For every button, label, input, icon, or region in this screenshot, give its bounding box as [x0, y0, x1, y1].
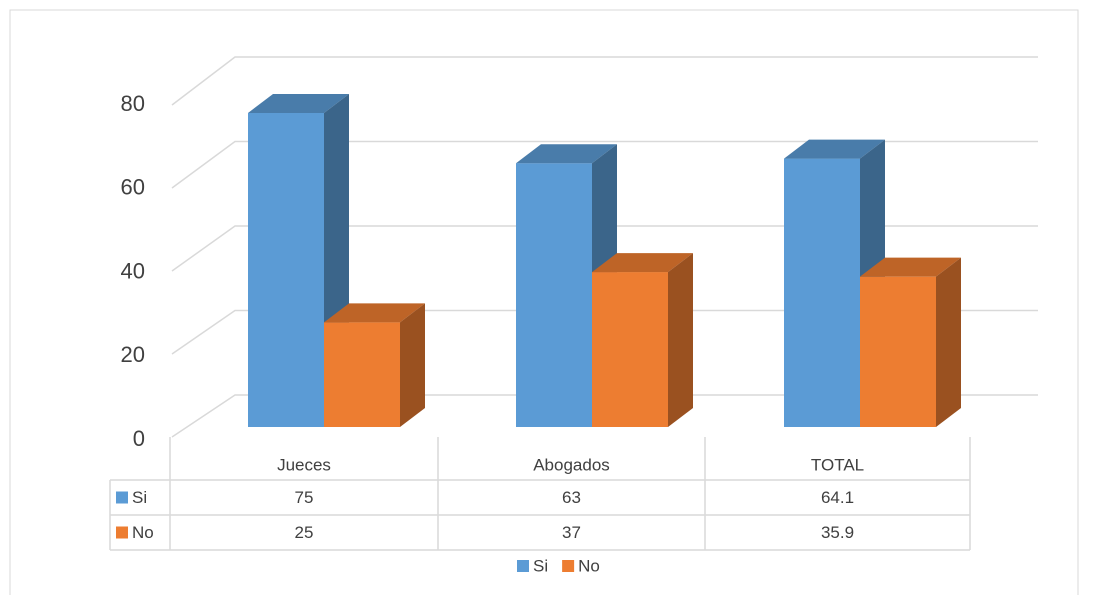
- bar-top: [324, 303, 425, 323]
- legend-label: No: [578, 556, 600, 575]
- bar-side: [668, 253, 693, 427]
- legend-key: [517, 560, 529, 572]
- table-cell: 35.9: [821, 523, 854, 542]
- x-tick-label: Abogados: [533, 455, 610, 474]
- y-tick-label: 40: [121, 258, 145, 283]
- y-tick-label: 80: [121, 91, 145, 116]
- grid-line: [171, 309, 1038, 355]
- table-cell: 25: [295, 523, 314, 542]
- grid-line: [171, 56, 1038, 106]
- bar-top: [860, 257, 961, 277]
- bar-side: [400, 303, 425, 427]
- legend-key: [116, 491, 128, 504]
- x-tick-label: Jueces: [277, 455, 331, 474]
- legend-key: [116, 526, 128, 539]
- bar-top: [248, 93, 349, 113]
- bar: [860, 257, 961, 427]
- bar: [592, 253, 693, 427]
- table-series-name: No: [132, 523, 154, 542]
- table-cell: 75: [295, 488, 314, 507]
- y-tick-label: 0: [133, 426, 145, 451]
- x-tick-label: TOTAL: [811, 455, 864, 474]
- table-series-name: Si: [132, 488, 147, 507]
- bar: [324, 303, 425, 427]
- bar-front: [248, 112, 324, 427]
- grid-line: [171, 225, 1038, 272]
- bar-front: [324, 322, 400, 427]
- y-tick-label: 20: [121, 342, 145, 367]
- table-cell: 63: [562, 488, 581, 507]
- bar-front: [784, 158, 860, 428]
- grid-line: [171, 140, 1038, 189]
- bar-front: [860, 276, 936, 427]
- bar-top: [592, 253, 693, 273]
- legend-label: Si: [533, 556, 548, 575]
- legend-key: [562, 560, 575, 572]
- y-tick-label: 60: [121, 175, 145, 200]
- table-cell: 64.1: [821, 488, 854, 507]
- bar-front: [592, 272, 668, 427]
- table-cell: 37: [562, 523, 581, 542]
- bar-top: [516, 144, 617, 164]
- bar-top: [784, 139, 885, 159]
- chart-border: [9, 9, 1079, 595]
- grid-line: [171, 394, 1038, 438]
- bar-side: [936, 257, 961, 427]
- bar-front: [516, 163, 592, 427]
